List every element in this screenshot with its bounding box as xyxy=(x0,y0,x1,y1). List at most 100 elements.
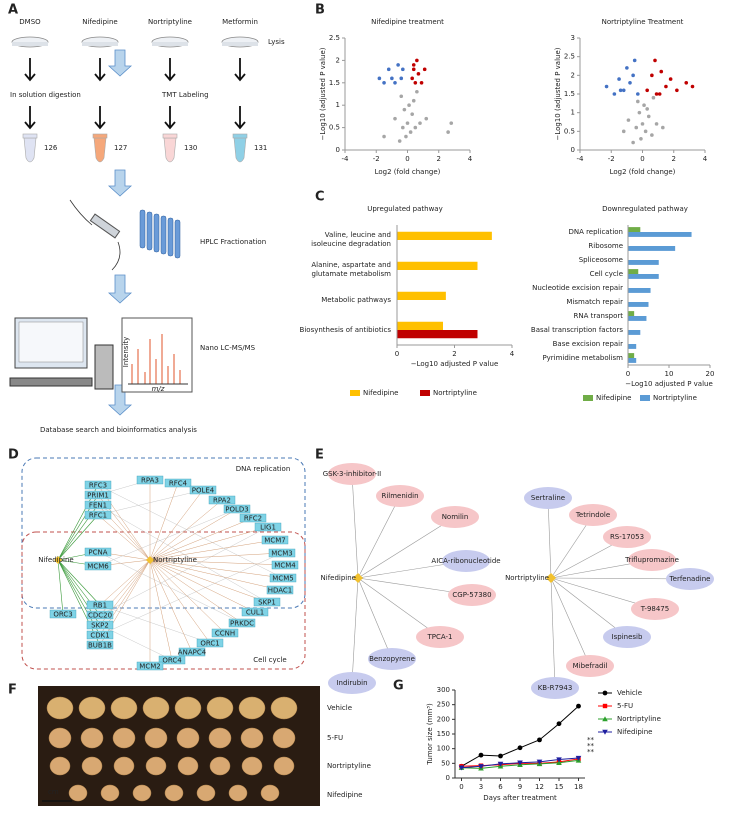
edge xyxy=(149,559,281,591)
compound-node xyxy=(531,677,579,699)
edge xyxy=(57,559,101,606)
point xyxy=(621,129,626,134)
tube xyxy=(93,137,107,163)
compound-node xyxy=(448,584,496,606)
compound-label: Tetrindole xyxy=(575,511,610,519)
y-tick-label: 1 xyxy=(336,101,340,109)
point xyxy=(377,76,382,81)
point xyxy=(650,73,654,78)
edge xyxy=(149,559,268,603)
y-tick-label: 0.5 xyxy=(329,124,340,132)
tubing xyxy=(69,199,121,271)
point xyxy=(612,92,617,96)
tumor xyxy=(164,784,184,802)
compound-node xyxy=(442,550,490,572)
bar xyxy=(628,274,659,279)
edge xyxy=(149,508,238,561)
point xyxy=(393,81,397,85)
edge xyxy=(149,559,286,566)
point xyxy=(413,81,418,85)
gene-node xyxy=(158,655,186,665)
bar xyxy=(397,330,478,339)
legend-label: Vehicle xyxy=(617,689,642,697)
point xyxy=(402,107,407,112)
bar xyxy=(628,330,641,335)
gene-label: SKP1 xyxy=(258,599,276,607)
legend-swatch xyxy=(420,390,430,396)
point xyxy=(478,764,484,770)
x-axis-label: Log2 (fold change) xyxy=(375,168,441,176)
edge xyxy=(149,482,179,561)
module-label: Cell cycle xyxy=(253,656,286,664)
drug-node xyxy=(353,573,363,583)
point xyxy=(390,76,394,81)
gene-label: PCNA xyxy=(88,549,107,557)
y-tick-label: 0.5 xyxy=(564,127,575,135)
tumor xyxy=(68,784,88,802)
edge xyxy=(550,577,628,638)
tumor xyxy=(177,756,199,776)
compound-node xyxy=(628,549,676,571)
gene-node xyxy=(84,547,112,557)
chart-title: Downregulated pathway xyxy=(602,205,688,213)
gene-node xyxy=(253,597,281,607)
tumor xyxy=(238,696,266,720)
gene-label: MCM5 xyxy=(272,575,293,583)
point xyxy=(556,721,562,727)
compound-label: Terfenadine xyxy=(669,575,711,583)
point xyxy=(415,89,419,94)
arrow xyxy=(24,58,36,82)
category-label-box: Valine, leucine and isoleucine degradati… xyxy=(311,231,391,248)
tumor xyxy=(273,756,295,776)
gene-node xyxy=(211,628,239,638)
point xyxy=(668,77,673,81)
point xyxy=(621,88,626,93)
gene-label: MCM6 xyxy=(87,563,109,571)
gene-label: POLE4 xyxy=(192,487,215,495)
point xyxy=(397,139,402,143)
tumor xyxy=(174,696,202,720)
tumor xyxy=(113,756,135,776)
tumor xyxy=(100,784,120,802)
bar xyxy=(628,316,647,321)
point xyxy=(654,92,659,96)
point xyxy=(626,118,631,122)
point xyxy=(405,121,410,125)
point xyxy=(382,81,386,85)
category-label-box: Biosynthesis of antibiotics xyxy=(300,326,391,334)
legend-label: Nifedipine xyxy=(363,389,398,397)
x-tick-label: 10 xyxy=(665,370,674,378)
annotation: ** xyxy=(587,742,595,750)
gene-node xyxy=(86,630,114,640)
point xyxy=(449,121,454,125)
edge xyxy=(149,559,173,661)
legend-label: Nortriptyline xyxy=(617,715,661,723)
flow-arrow xyxy=(107,49,133,77)
point xyxy=(458,765,465,771)
point xyxy=(575,755,582,761)
flow-arrow xyxy=(107,274,133,304)
y-tick-label: 300 xyxy=(437,686,450,694)
bar xyxy=(628,302,649,307)
gene-node xyxy=(266,585,294,595)
tumor xyxy=(132,784,152,802)
tumor xyxy=(241,756,263,776)
gene-label: RPA2 xyxy=(213,497,231,505)
point xyxy=(411,67,416,72)
bar xyxy=(628,288,651,293)
gene-node xyxy=(271,560,299,570)
point xyxy=(631,140,635,145)
x-tick-label: 0 xyxy=(405,155,409,163)
point xyxy=(401,125,405,130)
gene-node xyxy=(164,478,192,488)
gene-label: POLD3 xyxy=(225,506,248,514)
gene-label: MCM4 xyxy=(274,562,296,570)
category-label-box: Alanine, aspartate and glutamate metabol… xyxy=(311,261,391,278)
point xyxy=(446,130,450,134)
point xyxy=(604,84,609,89)
gene-node xyxy=(86,640,114,650)
compound-label: RS-17053 xyxy=(610,533,644,541)
x-tick-label: 4 xyxy=(468,155,473,163)
gene-node xyxy=(86,610,114,620)
arrow xyxy=(164,106,176,130)
